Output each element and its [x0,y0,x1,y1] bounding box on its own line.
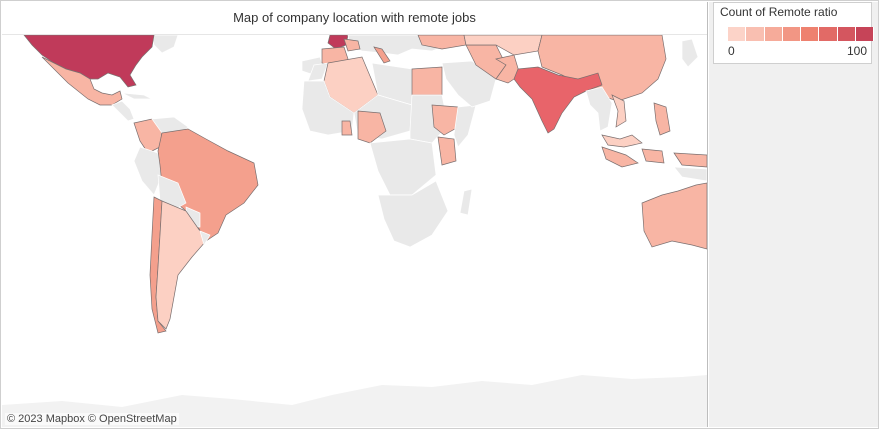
map-title: Map of company location with remote jobs [2,2,707,35]
country-ghana[interactable] [341,120,353,136]
country-canada[interactable] [151,35,179,54]
legend-swatch [764,27,783,41]
legend-swatch [801,27,820,41]
country-australia[interactable] [641,182,707,250]
country-uruguay[interactable] [199,230,211,246]
country-madagascar[interactable] [459,188,473,216]
country-morocco[interactable] [307,62,329,82]
country-japan[interactable] [681,38,699,68]
legend-title: Count of Remote ratio [720,5,838,19]
legend-swatch [782,27,801,41]
country-italy[interactable] [373,46,391,64]
country-southern-africa[interactable] [377,180,449,248]
country-kazakhstan-region[interactable] [463,35,543,56]
country-indonesia[interactable] [601,146,707,168]
world-map[interactable] [2,35,707,427]
legend-swatch [728,27,747,41]
legend-swatch [855,27,874,41]
country-mexico[interactable] [41,56,123,106]
country-turkey[interactable] [417,35,467,50]
country-vietnam[interactable] [611,94,627,128]
country-egypt[interactable] [411,66,443,96]
country-ethiopia[interactable] [431,104,463,136]
legend-max-label: 100 [846,44,867,58]
country-philippines[interactable] [653,102,671,136]
legend-swatch [837,27,856,41]
side-panel: Count of Remote ratio 0 100 [709,2,878,427]
country-myanmar-thailand[interactable] [585,86,613,132]
country-india[interactable] [513,66,603,134]
country-central-america[interactable] [111,100,135,122]
legend-swatch [819,27,838,41]
country-malaysia[interactable] [601,134,643,148]
color-legend[interactable]: Count of Remote ratio 0 100 [713,2,874,64]
country-peru[interactable] [133,146,163,196]
country-somalia[interactable] [453,104,477,148]
legend-min-label: 0 [728,44,735,58]
country-central-africa[interactable] [369,138,437,196]
legend-swatch [746,27,765,41]
country-cuba[interactable] [121,92,153,100]
country-west-sahara-mali[interactable] [301,80,355,136]
map-panel[interactable]: Map of company location with remote jobs [2,2,708,427]
legend-color-ramp [728,27,874,41]
map-attribution[interactable]: © 2023 Mapbox © OpenStreetMap [5,413,179,425]
country-kenya[interactable] [437,136,457,166]
country-nigeria[interactable] [357,110,387,144]
country-france[interactable] [343,38,361,52]
country-new-guinea[interactable] [673,166,707,182]
